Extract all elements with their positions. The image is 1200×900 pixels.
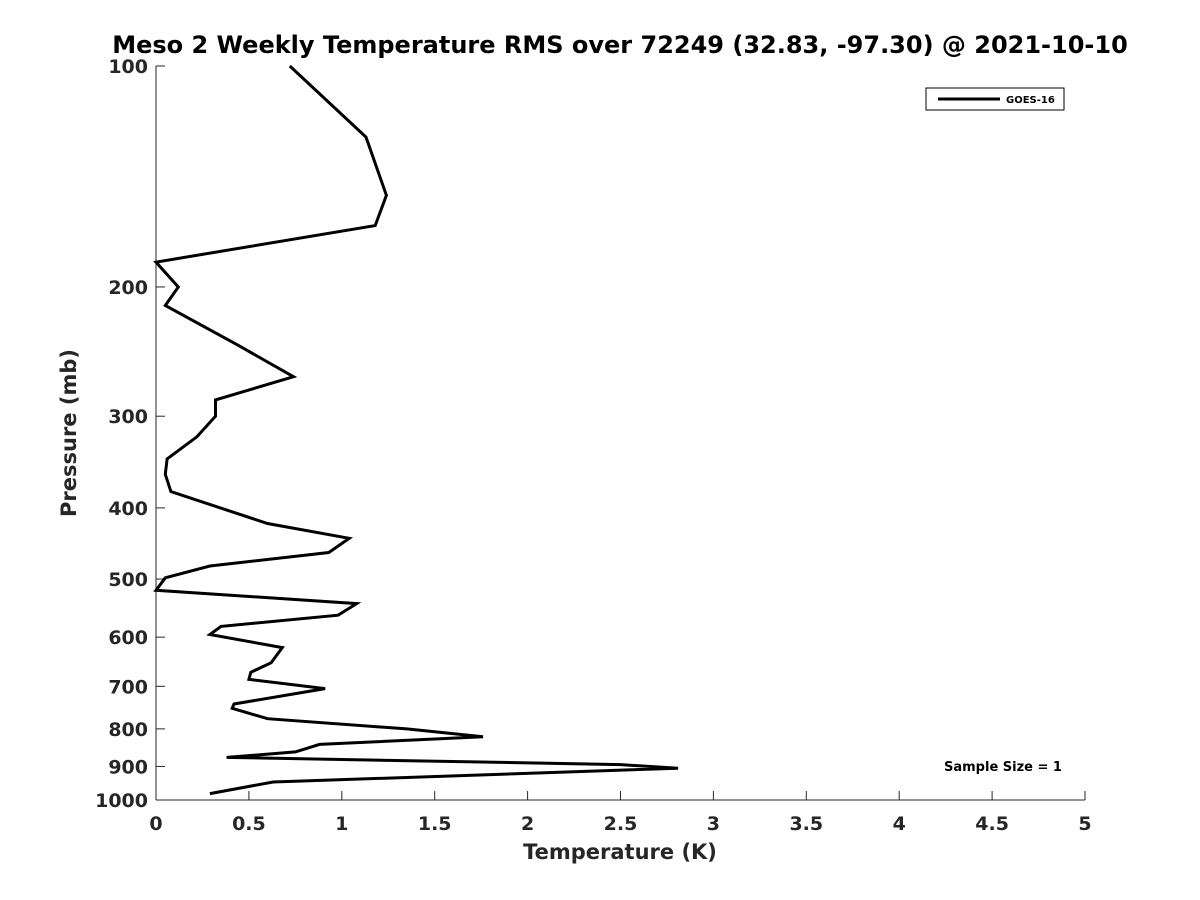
y-tick-label: 600 xyxy=(108,627,148,649)
y-axis-ticks: 100 200 300 400 500 600 700 800 900 1000 xyxy=(95,56,165,812)
y-tick-label: 400 xyxy=(108,498,148,520)
x-tick-label: 3 xyxy=(707,813,720,835)
series-layer xyxy=(153,64,679,796)
y-tick-label: 200 xyxy=(108,277,148,299)
y-tick-label: 700 xyxy=(108,676,148,698)
sample-size-annotation: Sample Size = 1 xyxy=(944,760,1062,775)
x-axis-ticks: 0 0.5 1 1.5 2 2.5 3 3.5 4 4.5 5 xyxy=(149,791,1092,835)
y-tick-label: 500 xyxy=(108,569,148,591)
x-tick-label: 1.5 xyxy=(418,813,452,835)
y-tick-label: 900 xyxy=(108,756,148,778)
x-axis-label: Temperature (K) xyxy=(523,840,717,864)
x-tick-label: 5 xyxy=(1078,813,1091,835)
x-tick-label: 2.5 xyxy=(604,813,638,835)
axes xyxy=(155,66,1085,801)
x-tick-label: 0 xyxy=(149,813,162,835)
x-tick-label: 4 xyxy=(893,813,906,835)
y-tick-label: 100 xyxy=(108,56,148,78)
y-axis-label: Pressure (mb) xyxy=(57,349,81,517)
y-tick-label: 1000 xyxy=(95,790,148,812)
chart-title: Meso 2 Weekly Temperature RMS over 72249… xyxy=(112,31,1128,59)
x-tick-label: 4.5 xyxy=(975,813,1009,835)
y-tick-label: 800 xyxy=(108,719,148,741)
series-line-goes-16 xyxy=(153,64,679,796)
legend: GOES-16 xyxy=(925,87,1065,111)
x-tick-label: 2 xyxy=(521,813,534,835)
legend-label-goes-16: GOES-16 xyxy=(1006,95,1055,106)
x-tick-label: 3.5 xyxy=(789,813,823,835)
y-tick-label: 300 xyxy=(108,406,148,428)
x-tick-label: 0.5 xyxy=(232,813,266,835)
x-tick-label: 1 xyxy=(335,813,348,835)
